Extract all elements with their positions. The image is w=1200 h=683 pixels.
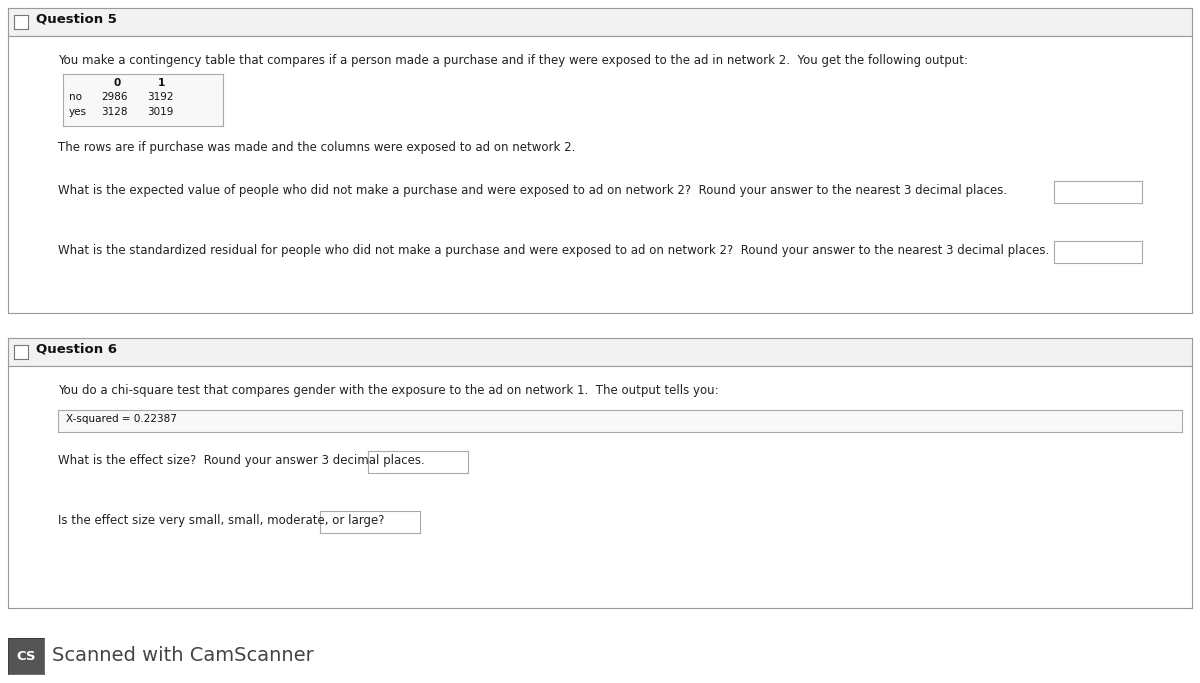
Text: What is the standardized residual for people who did not make a purchase and wer: What is the standardized residual for pe… bbox=[58, 244, 1049, 257]
Text: no: no bbox=[70, 92, 82, 102]
Text: yes: yes bbox=[70, 107, 88, 117]
Text: 3192: 3192 bbox=[148, 92, 174, 102]
Text: CS: CS bbox=[17, 650, 36, 663]
Text: Scanned with CamScanner: Scanned with CamScanner bbox=[52, 646, 313, 665]
Text: What is the expected value of people who did not make a purchase and were expose: What is the expected value of people who… bbox=[58, 184, 1007, 197]
Text: Question 6: Question 6 bbox=[36, 343, 118, 356]
Text: What is the effect size?  Round your answer 3 decimal places.: What is the effect size? Round your answ… bbox=[58, 454, 425, 467]
Text: Question 5: Question 5 bbox=[36, 13, 116, 26]
Text: 2986: 2986 bbox=[101, 92, 127, 102]
Text: X-squared = 0.22387: X-squared = 0.22387 bbox=[66, 414, 176, 424]
Text: 3128: 3128 bbox=[101, 107, 127, 117]
Text: The rows are if purchase was made and the columns were exposed to ad on network : The rows are if purchase was made and th… bbox=[58, 141, 575, 154]
Text: Is the effect size very small, small, moderate, or large?: Is the effect size very small, small, mo… bbox=[58, 514, 384, 527]
Text: 0: 0 bbox=[113, 78, 120, 88]
Text: 3019: 3019 bbox=[148, 107, 173, 117]
Text: 1: 1 bbox=[158, 78, 166, 88]
Text: You do a chi-square test that compares gender with the exposure to the ad on net: You do a chi-square test that compares g… bbox=[58, 384, 719, 397]
Text: You make a contingency table that compares if a person made a purchase and if th: You make a contingency table that compar… bbox=[58, 54, 968, 67]
